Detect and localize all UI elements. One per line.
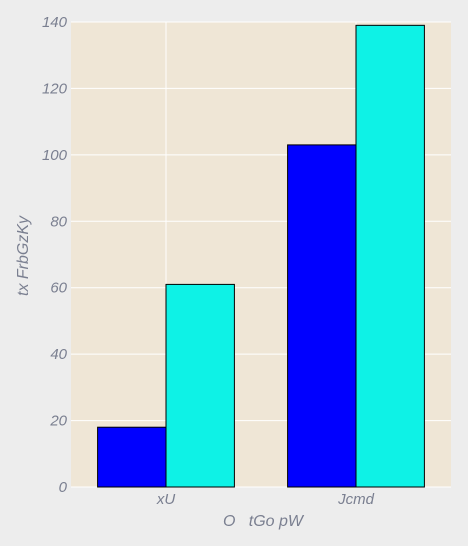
y-tick-label: 0 xyxy=(59,479,68,496)
y-tick-label: 20 xyxy=(49,413,67,430)
y-tick-label: 40 xyxy=(50,346,67,363)
y-axis-ticks: 0 20 40 60 80 100 120 140 xyxy=(42,14,68,496)
y-tick-label: 60 xyxy=(50,280,67,297)
y-tick-label: 120 xyxy=(42,80,68,97)
x-axis-title: O tGo pW xyxy=(223,513,305,530)
bar-series-1-Jcmd xyxy=(288,145,356,487)
bar-series-2-xU xyxy=(166,284,234,487)
x-tick-label: xU xyxy=(156,491,176,508)
x-tick-label: Jcmd xyxy=(337,491,374,508)
y-tick-label: 100 xyxy=(42,147,68,164)
x-axis-ticks: xU Jcmd xyxy=(156,491,375,508)
y-tick-label: 80 xyxy=(50,213,67,230)
y-axis-title: tx FrbGzKy xyxy=(15,215,32,296)
bar-series-1-xU xyxy=(98,427,166,487)
y-tick-label: 140 xyxy=(42,14,68,31)
bar-series-2-Jcmd xyxy=(356,25,424,487)
